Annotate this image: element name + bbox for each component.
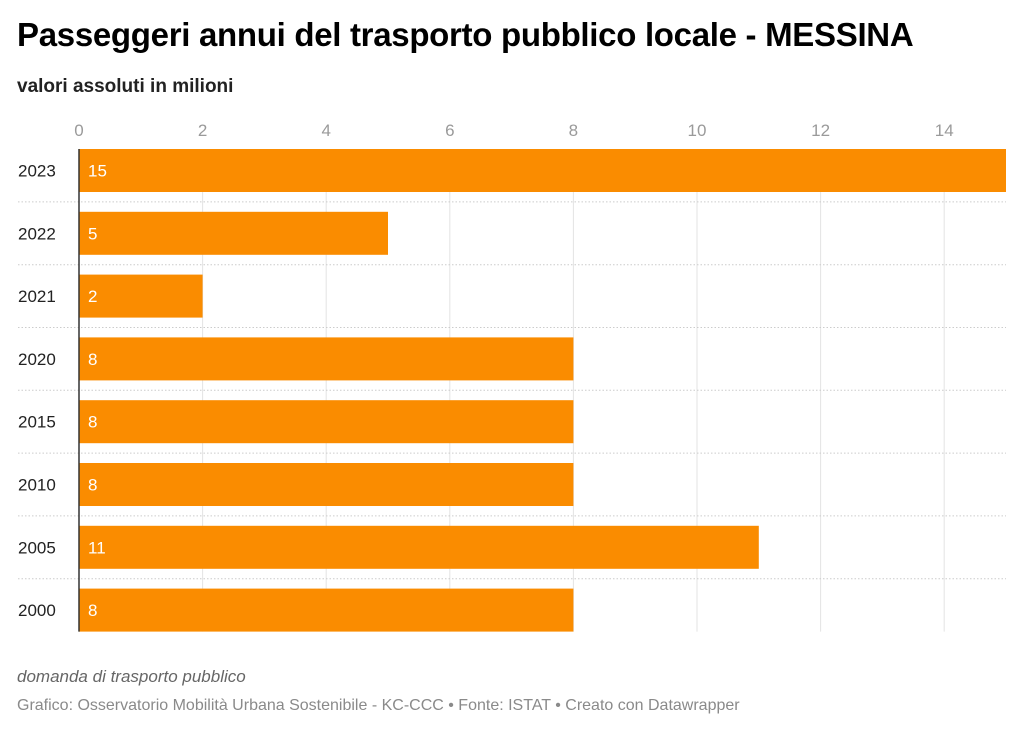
x-tick-label: 0 (74, 121, 83, 140)
bar (79, 149, 1006, 192)
bar (79, 525, 759, 569)
chart-subtitle: valori assoluti in milioni (17, 76, 234, 97)
chart-notes: domanda di trasporto pubblico (17, 667, 246, 686)
bar-value-label: 8 (88, 601, 97, 620)
y-category-label: 2020 (18, 350, 56, 369)
y-category-label: 2005 (18, 538, 56, 557)
bar (79, 400, 574, 444)
x-tick-label: 10 (688, 121, 707, 140)
bar-value-label: 2 (88, 287, 97, 306)
y-category-label: 2010 (18, 476, 56, 495)
bar-value-label: 8 (88, 476, 97, 495)
bar (79, 588, 574, 632)
bar (79, 337, 574, 381)
y-category-label: 2021 (18, 287, 56, 306)
x-axis-ticks: 0 2 4 6 8 10 12 14 (74, 121, 953, 140)
x-tick-label: 12 (811, 121, 830, 140)
bar-value-label: 11 (88, 538, 106, 557)
bar-value-label: 8 (88, 413, 97, 432)
y-category-label: 2015 (18, 413, 56, 432)
x-tick-label: 6 (445, 121, 454, 140)
bar-value-label: 15 (88, 162, 107, 181)
bar-value-label: 5 (88, 224, 97, 243)
x-tick-label: 4 (321, 121, 330, 140)
x-tick-label: 14 (935, 121, 954, 140)
bars: 2023 15 2022 5 2021 2 2020 8 2015 8 2010 8 2005 11 200… (18, 149, 1006, 632)
bar-value-label: 8 (88, 350, 97, 369)
chart-footer: Grafico: Osservatorio Mobilità Urbana So… (17, 697, 740, 714)
chart-title: Passeggeri annui del trasporto pubblico … (17, 16, 914, 53)
y-category-label: 2023 (18, 162, 56, 181)
x-tick-label: 8 (569, 121, 578, 140)
bar (79, 274, 203, 318)
bar (79, 463, 574, 506)
y-category-label: 2022 (18, 224, 56, 243)
y-category-label: 2000 (18, 601, 56, 620)
x-tick-label: 2 (198, 121, 207, 140)
bar (79, 211, 388, 255)
gridlines (18, 149, 1006, 632)
